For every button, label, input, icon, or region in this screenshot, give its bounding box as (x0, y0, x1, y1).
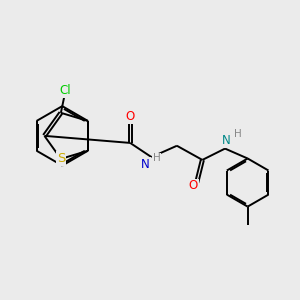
Text: O: O (189, 179, 198, 192)
Text: H: H (234, 129, 242, 139)
Text: H: H (153, 154, 160, 164)
Text: N: N (141, 158, 150, 171)
Text: Cl: Cl (59, 84, 71, 97)
Text: N: N (222, 134, 231, 147)
Text: S: S (57, 152, 65, 165)
Text: O: O (126, 110, 135, 123)
